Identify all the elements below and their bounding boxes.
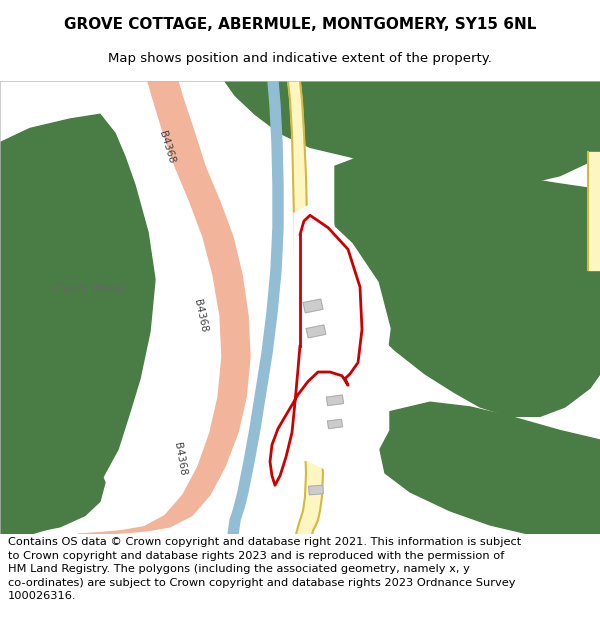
Text: B4368: B4368 [157,130,176,165]
Polygon shape [588,152,600,270]
Polygon shape [288,81,323,534]
Text: Court Wood: Court Wood [55,282,125,296]
Polygon shape [78,81,250,534]
Polygon shape [326,395,344,406]
Polygon shape [328,419,343,429]
Text: Map shows position and indicative extent of the property.: Map shows position and indicative extent… [108,52,492,65]
Polygon shape [0,466,105,534]
Polygon shape [335,157,600,416]
Text: B4368: B4368 [172,441,188,476]
Polygon shape [306,325,326,338]
Polygon shape [0,114,155,534]
Polygon shape [284,206,392,534]
Polygon shape [225,81,600,190]
Text: GROVE COTTAGE, ABERMULE, MONTGOMERY, SY15 6NL: GROVE COTTAGE, ABERMULE, MONTGOMERY, SY1… [64,17,536,32]
Polygon shape [303,299,323,312]
Text: Contains OS data © Crown copyright and database right 2021. This information is : Contains OS data © Crown copyright and d… [8,537,521,601]
Polygon shape [380,402,600,534]
Polygon shape [308,485,323,495]
Polygon shape [228,81,283,534]
Text: B4368: B4368 [191,298,208,333]
